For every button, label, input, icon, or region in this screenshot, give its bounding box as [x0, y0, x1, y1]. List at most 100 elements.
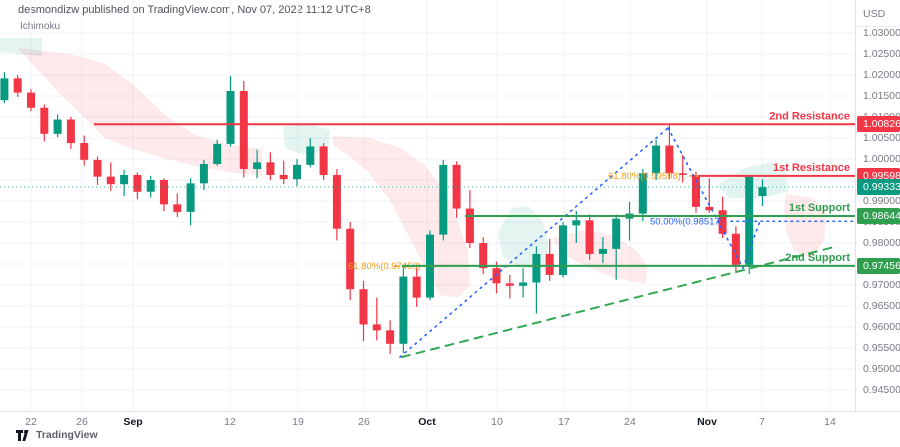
candle[interactable]	[332, 169, 341, 241]
candle[interactable]	[412, 266, 421, 307]
candle[interactable]	[199, 159, 208, 191]
price-tick-label: 0.97000	[863, 279, 900, 291]
candle[interactable]	[213, 139, 222, 166]
candle[interactable]	[186, 178, 195, 226]
first-resistance-label[interactable]: 1st Resistance	[773, 162, 850, 174]
candle[interactable]	[293, 159, 301, 186]
fib-50-label[interactable]: 50.00%(0.98517)	[650, 216, 723, 227]
cloud-red-1	[18, 48, 262, 176]
time-tick-label: 14	[824, 416, 836, 428]
price-tick-label: 1.02500	[863, 48, 900, 60]
candle[interactable]	[452, 161, 461, 218]
candle[interactable]	[585, 214, 594, 260]
candle[interactable]	[718, 196, 727, 238]
candle[interactable]	[279, 160, 288, 185]
candle[interactable]	[465, 190, 474, 249]
candle[interactable]	[598, 237, 607, 264]
candle[interactable]	[678, 154, 687, 183]
time-tick-label: 22	[25, 416, 37, 428]
candle[interactable]	[239, 80, 248, 178]
candle[interactable]	[505, 274, 514, 299]
price-tick-label: 1.01500	[863, 90, 900, 102]
candle[interactable]	[93, 156, 102, 186]
candle[interactable]	[439, 159, 448, 241]
cloud-red-2	[332, 136, 470, 298]
candle[interactable]	[692, 171, 700, 213]
candle[interactable]	[359, 280, 368, 342]
publish-byline: desmondizw published on TradingView.com,…	[18, 4, 371, 16]
candle[interactable]	[319, 143, 328, 180]
tradingview-logo-icon	[16, 429, 29, 441]
time-tick-label: 26	[358, 416, 370, 428]
impulse-up-line[interactable]	[399, 127, 669, 358]
candle[interactable]	[106, 162, 115, 191]
candle[interactable]	[13, 75, 22, 97]
price-tick-label: 0.96500	[863, 300, 900, 312]
price-axis-currency: USD	[856, 0, 900, 27]
cloud-green-2	[283, 124, 330, 154]
bounce-up-line[interactable]	[742, 220, 761, 269]
fib-618-low-label[interactable]: 61.80%(0.97450)	[348, 261, 421, 272]
fib-618-high-label[interactable]: 61.80%(0.99598)	[608, 171, 681, 182]
candle[interactable]	[40, 104, 49, 142]
time-tick-label: Oct	[418, 416, 436, 428]
candle[interactable]	[519, 268, 528, 298]
time-tick-label: 10	[491, 416, 503, 428]
candle[interactable]	[625, 201, 634, 241]
candle[interactable]	[306, 138, 315, 168]
candle[interactable]	[612, 214, 621, 280]
second-resistance-label[interactable]: 2nd Resistance	[769, 110, 850, 122]
candle[interactable]	[120, 169, 129, 196]
price-tag-0.99333: 0.99333	[857, 179, 900, 195]
time-tick-label: 24	[624, 416, 636, 428]
candle[interactable]	[399, 266, 408, 354]
tradingview-logo[interactable]: TradingView	[16, 429, 98, 441]
time-tick-label: Nov	[697, 416, 717, 428]
price-axis[interactable]: USD 1.030001.025001.020001.015001.010001…	[855, 0, 900, 411]
candle[interactable]	[160, 178, 168, 212]
second-support-label[interactable]: 2nd Support	[785, 252, 850, 264]
candle[interactable]	[253, 149, 262, 179]
price-tick-label: 0.95000	[863, 363, 900, 375]
price-tick-label: 0.96000	[863, 321, 900, 333]
candle[interactable]	[665, 123, 674, 180]
candle[interactable]	[638, 169, 647, 222]
time-tick-label: 19	[292, 416, 304, 428]
candle[interactable]	[346, 222, 355, 301]
cloud-red-4	[784, 194, 826, 258]
candle[interactable]	[545, 238, 554, 281]
rising-support-trendline[interactable]	[401, 245, 839, 358]
candle[interactable]	[372, 297, 381, 341]
candle[interactable]	[80, 135, 89, 166]
time-tick-label: Sep	[123, 416, 143, 428]
candle[interactable]	[386, 320, 395, 354]
price-tick-label: 1.03000	[863, 27, 900, 39]
time-tick-label: 12	[224, 416, 236, 428]
first-support-label[interactable]: 1st Support	[789, 202, 850, 214]
cloud-green-1	[0, 38, 42, 56]
price-tick-label: 1.02000	[863, 69, 900, 81]
candle[interactable]	[745, 174, 754, 275]
time-axis[interactable]: 22 26 Sep 12 19 26 Oct 10 17 24 Nov 7 14	[0, 411, 900, 447]
candle[interactable]	[559, 222, 567, 278]
candle[interactable]	[146, 175, 155, 198]
candle[interactable]	[0, 72, 9, 104]
time-tick-label: 17	[558, 416, 570, 428]
candle[interactable]	[226, 75, 235, 147]
candle[interactable]	[53, 114, 62, 138]
candle[interactable]	[66, 117, 75, 149]
cloud-red-3	[552, 230, 648, 284]
price-chart-canvas[interactable]: 61.80%(0.99598) 50.00%(0.98517) 61.80%(0.9…	[0, 0, 855, 411]
time-tick-label: 26	[76, 416, 88, 428]
indicator-legend[interactable]: Ichimoku	[20, 21, 61, 32]
candle[interactable]	[652, 139, 661, 180]
candle[interactable]	[479, 237, 488, 275]
candle[interactable]	[27, 89, 35, 112]
correction-down-line[interactable]	[667, 127, 744, 269]
candle[interactable]	[133, 172, 142, 200]
candle[interactable]	[758, 179, 767, 207]
candle[interactable]	[532, 246, 541, 314]
candle[interactable]	[266, 152, 275, 180]
candle[interactable]	[705, 178, 714, 213]
candle[interactable]	[173, 193, 182, 217]
